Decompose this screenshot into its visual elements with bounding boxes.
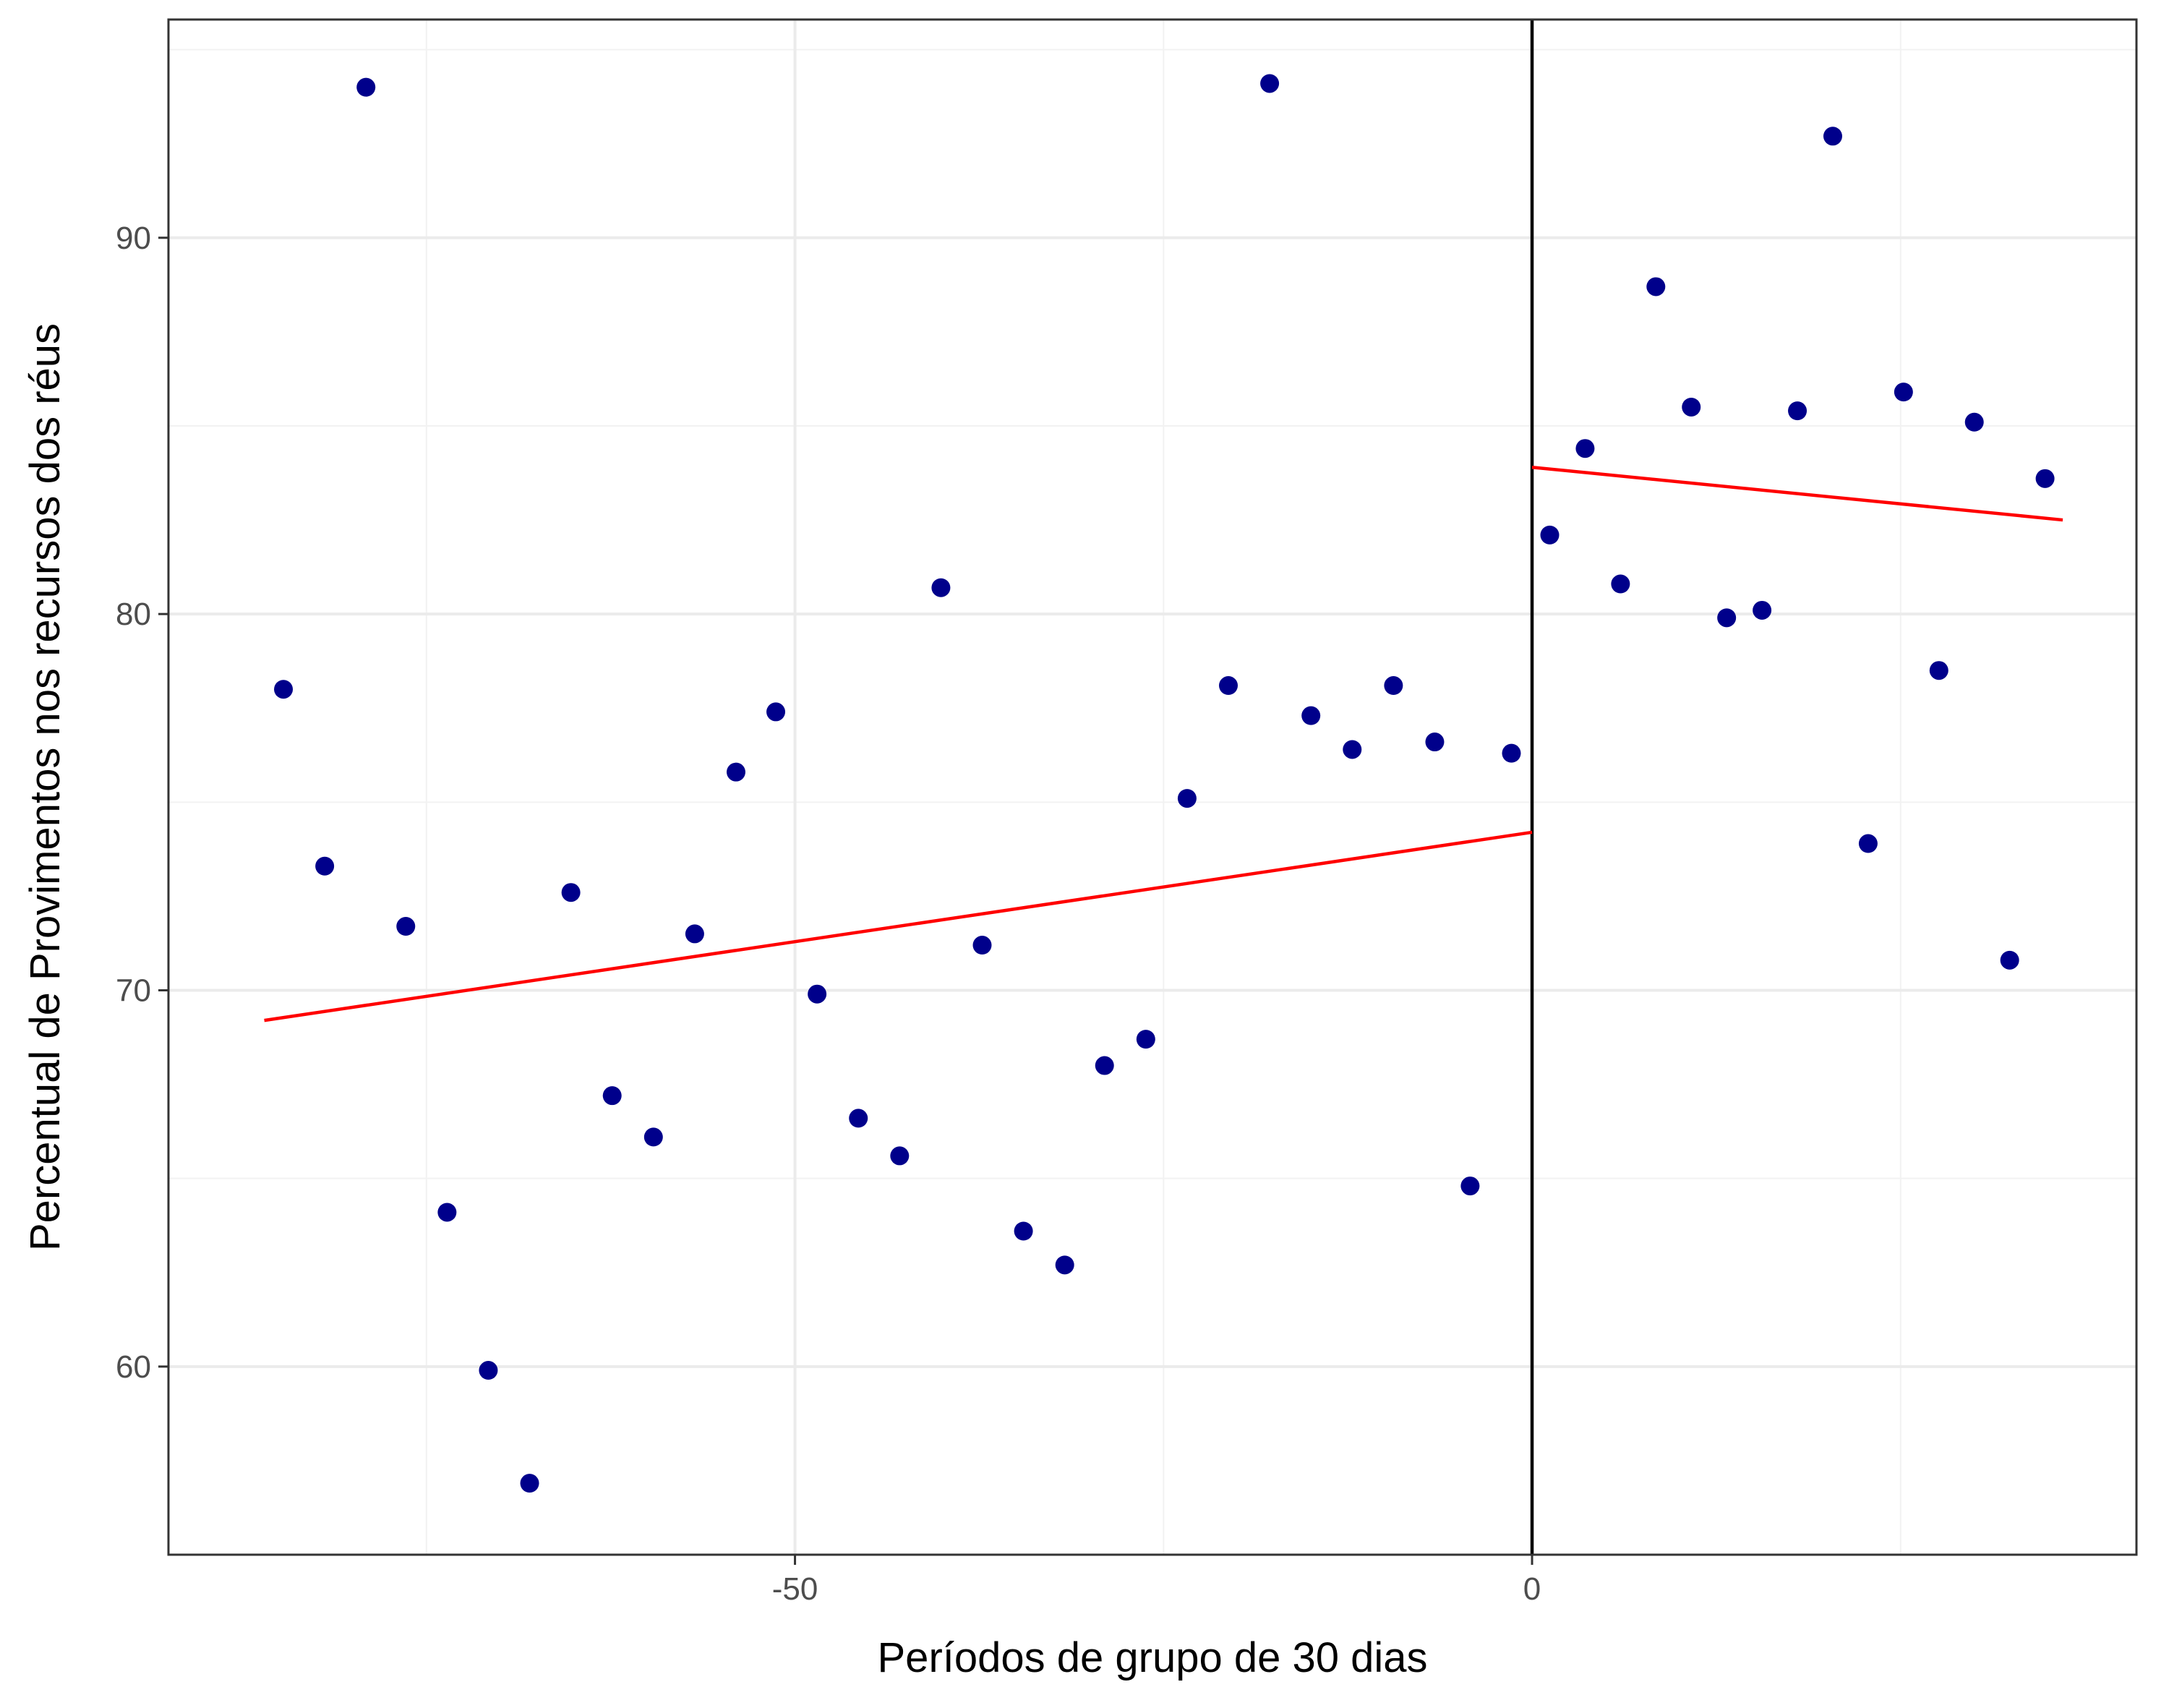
- data-point: [1343, 740, 1362, 759]
- data-point: [1575, 439, 1595, 458]
- data-point: [602, 1086, 622, 1106]
- x-axis-title: Períodos de grupo de 30 dias: [878, 1634, 1428, 1681]
- data-point: [849, 1109, 868, 1128]
- data-point: [1136, 1030, 1155, 1049]
- data-point: [1858, 834, 1878, 853]
- data-point: [890, 1146, 910, 1166]
- data-points: [274, 74, 2055, 1493]
- y-tick-label: 70: [116, 973, 151, 1008]
- data-point: [315, 856, 335, 876]
- data-point: [2000, 950, 2019, 970]
- data-point: [685, 924, 704, 944]
- data-point: [1682, 397, 1701, 417]
- data-point: [766, 702, 786, 722]
- data-point: [1823, 127, 1842, 146]
- data-point: [1540, 525, 1560, 545]
- data-point: [437, 1203, 457, 1222]
- data-point: [356, 77, 376, 97]
- data-point: [1460, 1177, 1480, 1196]
- data-point: [972, 936, 992, 955]
- data-point: [2035, 469, 2055, 488]
- data-point: [1260, 74, 1280, 93]
- x-tick-label: 0: [1523, 1571, 1541, 1607]
- fit-line-before: [264, 830, 1533, 1022]
- data-point: [1384, 676, 1403, 696]
- x-axis-ticks: -50 0: [772, 1555, 1541, 1607]
- data-point: [1929, 661, 1948, 680]
- y-tick-label: 80: [116, 597, 151, 632]
- data-point: [1014, 1221, 1033, 1241]
- data-point: [561, 883, 581, 902]
- x-tick-label: -50: [772, 1571, 818, 1607]
- data-point: [1964, 412, 1984, 432]
- data-point: [1177, 789, 1197, 808]
- data-point: [1502, 743, 1521, 763]
- data-point: [1219, 676, 1238, 696]
- fit-lines: [264, 465, 2063, 1022]
- data-point: [520, 1474, 539, 1493]
- data-point: [1055, 1255, 1074, 1275]
- data-point: [726, 762, 745, 782]
- data-point: [643, 1127, 663, 1147]
- data-point: [479, 1361, 498, 1380]
- data-point: [1788, 401, 1808, 421]
- data-point: [1425, 733, 1445, 752]
- data-point: [1301, 706, 1321, 725]
- panel-border: [167, 18, 2138, 1556]
- y-axis-ticks: 60 70 80 90: [116, 221, 168, 1385]
- data-point: [1717, 608, 1737, 628]
- data-point: [808, 984, 827, 1004]
- data-point: [1095, 1056, 1114, 1075]
- y-axis-title: Percentual de Provimentos nos recursos d…: [22, 323, 69, 1251]
- y-tick-label: 90: [116, 221, 151, 256]
- data-point: [931, 578, 951, 597]
- data-point: [396, 917, 416, 936]
- data-point: [1894, 383, 1913, 402]
- data-point: [274, 680, 294, 699]
- data-point: [1611, 574, 1630, 594]
- data-point: [1646, 277, 1666, 296]
- data-point: [1753, 600, 1772, 620]
- fit-line-after: [1531, 465, 2063, 522]
- y-tick-label: 60: [116, 1349, 151, 1385]
